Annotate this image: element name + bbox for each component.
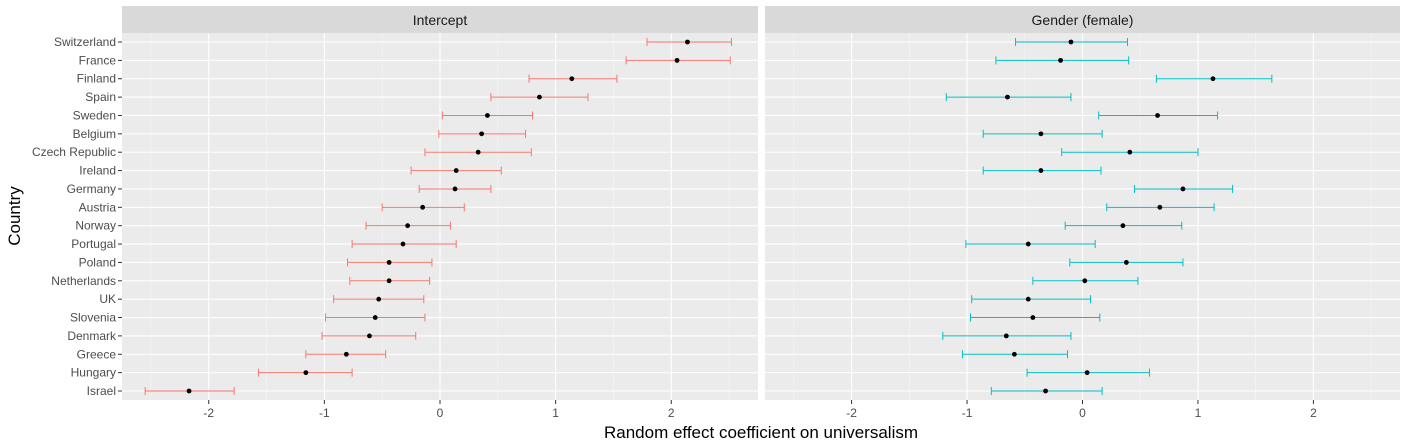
estimate-point [1084, 370, 1090, 376]
y-tick-label: Greece [77, 347, 117, 361]
y-tick-label: Spain [85, 90, 116, 104]
estimate-point [1082, 278, 1088, 284]
estimate-point [1025, 241, 1031, 247]
x-tick-label: -2 [203, 406, 214, 420]
y-tick-label: Sweden [73, 108, 116, 122]
y-tick-label: Ireland [79, 164, 116, 178]
facet-panel: Intercept [122, 6, 758, 400]
estimate-point [343, 351, 349, 357]
estimate-point [186, 388, 192, 394]
estimate-point [1025, 296, 1031, 302]
estimate-point [1038, 168, 1044, 173]
estimate-point [453, 168, 459, 173]
estimate-point [386, 260, 392, 265]
y-tick-label: France [79, 53, 117, 67]
estimate-point [367, 333, 372, 339]
y-tick-label: Norway [75, 219, 116, 233]
estimate-point [405, 223, 411, 229]
y-tick-label: Portugal [71, 237, 116, 251]
x-tick-label: -1 [319, 406, 330, 420]
y-tick-label: Austria [79, 200, 117, 214]
y-tick-label: Hungary [71, 366, 116, 380]
estimate-point [569, 76, 575, 82]
estimate-point [420, 204, 426, 210]
y-tick-label: Belgium [73, 127, 116, 141]
facet-panel: Gender (female) [765, 6, 1400, 400]
estimate-point [1120, 223, 1126, 229]
estimate-point [1011, 351, 1017, 357]
y-tick-label: Slovenia [70, 311, 116, 325]
y-tick-label: Finland [77, 72, 116, 86]
y-axis-labels: Switzerland France Finland Spain Sweden Belgi… [32, 35, 122, 398]
x-tick-label: 0 [437, 406, 444, 420]
estimate-point [452, 186, 458, 192]
estimate-point [1003, 333, 1009, 339]
estimate-point [1005, 94, 1010, 100]
estimate-point [685, 39, 690, 45]
estimate-point [1157, 204, 1163, 210]
y-tick-label: Czech Republic [32, 145, 116, 159]
estimate-point [1210, 76, 1216, 82]
facet-strip [122, 6, 758, 33]
y-tick-label: Germany [67, 182, 116, 196]
estimate-point [674, 57, 680, 63]
y-tick-label: Netherlands [51, 274, 116, 288]
estimate-point [1030, 315, 1036, 320]
estimate-point [1155, 113, 1160, 118]
estimate-point [1127, 149, 1133, 155]
estimate-point [1043, 388, 1048, 394]
x-tick-label: 2 [668, 406, 675, 420]
y-tick-label: Poland [79, 255, 116, 269]
x-tick-label: 0 [1079, 406, 1086, 420]
estimate-point [1068, 39, 1074, 45]
x-axis-title: Random effect coefficient on universalis… [604, 423, 918, 442]
estimate-point [1038, 131, 1044, 137]
x-tick-label: -1 [962, 406, 973, 420]
y-axis-title: Country [5, 186, 24, 246]
estimate-point [479, 131, 485, 137]
estimate-point [1180, 186, 1186, 192]
facet-strip-label: Intercept [413, 12, 468, 28]
estimate-point [475, 149, 481, 155]
y-tick-label: Israel [87, 384, 116, 398]
estimate-point [372, 315, 378, 320]
y-tick-label: Switzerland [54, 35, 116, 49]
y-tick-label: Denmark [67, 329, 117, 343]
estimate-point [400, 241, 406, 247]
facet-panels: Intercept Gender (female) [122, 6, 1400, 400]
estimate-point [386, 278, 392, 284]
x-axis-labels: -2 -1 0 1 2 -2 -1 0 1 2 [203, 400, 1317, 420]
y-tick-label: UK [99, 292, 116, 306]
error-bar [971, 295, 1092, 304]
facet-strip-label: Gender (female) [1032, 12, 1134, 28]
x-tick-label: -2 [846, 406, 857, 420]
estimate-point [303, 370, 309, 376]
estimate-point [537, 94, 542, 100]
estimate-point [1123, 260, 1129, 265]
x-tick-label: 2 [1310, 406, 1317, 420]
estimate-point [485, 113, 490, 118]
x-tick-label: 1 [552, 406, 559, 420]
x-tick-label: 1 [1195, 406, 1202, 420]
facet-strip [765, 6, 1400, 33]
estimate-point [376, 296, 382, 302]
estimate-point [1058, 57, 1063, 63]
